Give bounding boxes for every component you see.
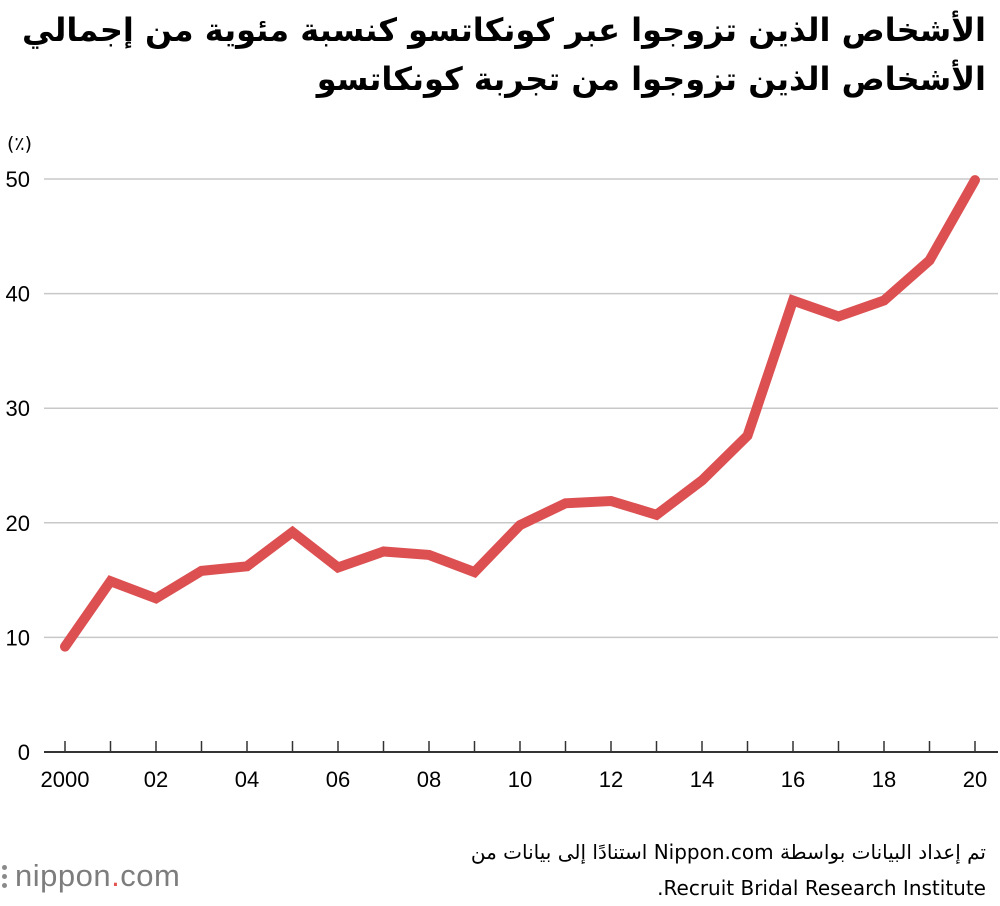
data-point-2000 (64, 646, 66, 648)
x-tick-label-02: 02 (144, 767, 168, 792)
x-axis (44, 741, 998, 753)
data-series (60, 175, 980, 652)
logo-text: nippon.com (15, 858, 181, 893)
data-point-2010 (519, 524, 521, 526)
nippon-logo: nippon.com (2, 858, 180, 894)
data-point-2020 (974, 179, 976, 181)
x-tick-label-10: 10 (508, 767, 532, 792)
x-tick-label-2000: 2000 (41, 767, 90, 792)
data-point-2007 (383, 550, 385, 552)
chart-title-line-2: الأشخاص الذين تزوجوا من تجربة كونكاتسو (316, 60, 986, 98)
data-point-2012 (610, 500, 612, 502)
y-unit-label: (٪) (7, 133, 32, 155)
x-tick-label-20: 20 (963, 767, 987, 792)
data-point-2005 (292, 531, 294, 533)
y-tick-label-0: 0 (18, 740, 30, 765)
data-point-2014 (701, 479, 703, 481)
series-line-0 (60, 175, 980, 652)
x-tick-label-06: 06 (326, 767, 350, 792)
y-tick-label-50: 50 (6, 167, 30, 192)
data-point-2019 (929, 259, 931, 261)
data-point-2004 (246, 565, 248, 567)
x-tick-label-04: 04 (235, 767, 259, 792)
chart-title: الأشخاص الذين تزوجوا عبر كونكاتسو كنسبة … (16, 6, 986, 104)
x-tick-label-16: 16 (781, 767, 805, 792)
y-tick-label-10: 10 (6, 625, 30, 650)
data-point-2011 (565, 502, 567, 504)
data-point-2003 (201, 570, 203, 572)
gridlines (44, 178, 998, 639)
data-point-2009 (474, 571, 476, 573)
data-point-2013 (656, 514, 658, 516)
data-point-2002 (155, 597, 157, 599)
data-point-2008 (428, 554, 430, 556)
source-line-1: تم إعداد البيانات بواسطة Nippon.com استن… (470, 840, 986, 864)
source-note: تم إعداد البيانات بواسطة Nippon.com استن… (266, 834, 986, 906)
data-point-2018 (883, 299, 885, 301)
y-tick-label-40: 40 (6, 282, 30, 307)
x-tick-label-12: 12 (599, 767, 623, 792)
y-tick-label-20: 20 (6, 511, 30, 536)
data-point-2001 (110, 580, 112, 582)
data-point-2016 (792, 299, 794, 301)
source-line-2: Recruit Bridal Research Institute. (657, 876, 986, 900)
data-point-2015 (747, 435, 749, 437)
logo-dots-icon (2, 864, 7, 888)
x-tick-label-14: 14 (690, 767, 714, 792)
data-point-2006 (337, 566, 339, 568)
x-tick-label-18: 18 (872, 767, 896, 792)
x-tick-label-08: 08 (417, 767, 441, 792)
chart-title-line-1: الأشخاص الذين تزوجوا عبر كونكاتسو كنسبة … (21, 11, 986, 49)
y-tick-label-30: 30 (6, 396, 30, 421)
data-point-2017 (838, 316, 840, 318)
axis-labels: 0 10 20 30 40 50 (٪) 2000 02 04 06 08 10 12 14 16 18 20 (6, 133, 988, 792)
